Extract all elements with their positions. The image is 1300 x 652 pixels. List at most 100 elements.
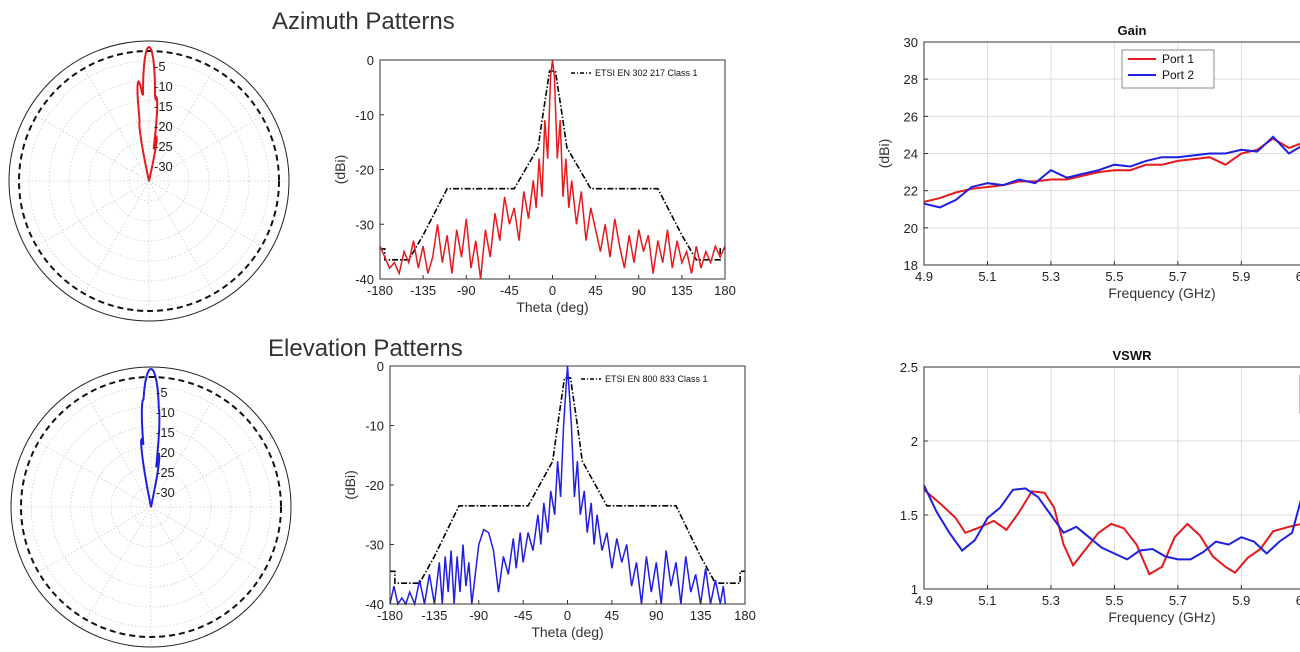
y-tick-label: 24 <box>904 147 918 162</box>
polar-ring-label: -15 <box>156 425 175 440</box>
azimuth-rect-plot: -180 -135 -90 -45 0 45 90 135 180 0 -10 -20 -30 -40 Th… <box>332 53 736 315</box>
polar-spoke <box>150 385 222 508</box>
x-tick-label: 135 <box>690 608 712 623</box>
x-tick-label: 5.3 <box>1042 269 1060 284</box>
polar-pattern-curve <box>140 367 161 508</box>
polar-spoke <box>150 436 273 508</box>
x-tick-label: 0 <box>564 608 571 623</box>
legend-label: Port 2 <box>1162 68 1194 82</box>
polar-ring-label: -10 <box>154 79 173 94</box>
polar-spoke <box>150 506 273 578</box>
x-tick-label: 90 <box>632 283 646 298</box>
plot-area <box>390 366 745 604</box>
x-tick-label: 5.7 <box>1169 593 1187 608</box>
polar-ring-label: -30 <box>156 485 175 500</box>
legend-mask-label: ETSI EN 800 833 Class 1 <box>605 374 708 384</box>
polar-ring-label: -15 <box>154 99 173 114</box>
y-tick-label: -10 <box>355 108 374 123</box>
polar-grid-ring <box>68 100 230 262</box>
azimuth-section-title: Azimuth Patterns <box>272 8 455 35</box>
x-axis-label: Theta (deg) <box>516 299 588 315</box>
x-tick-label: 5.9 <box>1232 269 1250 284</box>
x-tick-label: -45 <box>500 283 519 298</box>
y-tick-label: -30 <box>355 217 374 232</box>
elevation-section-title: Elevation Patterns <box>268 335 463 362</box>
polar-outer-ring <box>10 366 292 648</box>
azimuth-polar-plot: -5 -10 -15 -20 -25 -30 <box>8 40 290 322</box>
y-tick-label: -20 <box>355 163 374 178</box>
y-tick-label: 1 <box>911 582 918 597</box>
polar-ring-label: -10 <box>156 405 175 420</box>
polar-grid-ring <box>50 406 252 608</box>
polar-spoke <box>80 385 152 508</box>
y-tick-label: -40 <box>355 272 374 287</box>
chart-title: Gain <box>1118 23 1147 38</box>
vswr-plot: 4.95.15.35.55.75.96.16.311.522.5Frequenc… <box>900 348 1300 625</box>
x-tick-label: -180 <box>377 608 403 623</box>
polar-spoke <box>150 506 222 629</box>
y-tick-label: -20 <box>365 478 384 493</box>
x-tick-label: 0 <box>549 283 556 298</box>
polar-ring-label: -30 <box>154 159 173 174</box>
x-tick-label: 5.5 <box>1105 269 1123 284</box>
y-tick-label: 2.5 <box>900 360 918 375</box>
x-tick-label: -45 <box>514 608 533 623</box>
x-tick-label: -90 <box>457 283 476 298</box>
x-tick-label: 6.1 <box>1296 593 1300 608</box>
x-tick-label: 135 <box>671 283 693 298</box>
polar-spoke <box>148 59 220 182</box>
y-tick-label: 0 <box>377 359 384 374</box>
polar-spoke <box>80 506 152 629</box>
x-tick-label: 4.9 <box>915 593 933 608</box>
polar-spoke <box>148 180 271 252</box>
elevation-polar-plot: -5 -10 -15 -20 -25 -30 <box>10 366 292 648</box>
x-tick-label: 5.7 <box>1169 269 1187 284</box>
series-line-port-2 <box>923 484 1300 561</box>
polar-ring-label: -25 <box>156 465 175 480</box>
y-tick-label: 1.5 <box>900 508 918 523</box>
plot-frame <box>923 366 1300 590</box>
chart-title: VSWR <box>1113 348 1153 363</box>
elevation-rect-plot: -180 -135 -90 -45 0 45 90 135 180 0 -10 -20 -30 -40 Th… <box>342 359 756 640</box>
y-tick-label: 26 <box>904 109 918 124</box>
polar-ring-label: -20 <box>156 445 175 460</box>
x-tick-label: -90 <box>469 608 488 623</box>
x-tick-label: 180 <box>734 608 756 623</box>
polar-spoke <box>29 436 152 508</box>
y-tick-label: 20 <box>904 221 918 236</box>
x-tick-label: -180 <box>367 283 393 298</box>
polar-ring-label: -25 <box>154 139 173 154</box>
polar-mask-ring <box>18 50 280 312</box>
plot-area <box>380 60 725 279</box>
series-line-port-2 <box>923 135 1300 209</box>
x-axis-label: Frequency (GHz) <box>1108 609 1215 625</box>
x-tick-label: 5.1 <box>978 269 996 284</box>
y-tick-label: 18 <box>904 258 918 273</box>
x-tick-label: 6.1 <box>1296 269 1300 284</box>
y-tick-label: -40 <box>365 597 384 612</box>
polar-ring-label: -5 <box>156 385 168 400</box>
x-tick-label: 5.9 <box>1232 593 1250 608</box>
polar-grid-ring <box>128 160 170 202</box>
y-tick-label: 2 <box>911 434 918 449</box>
y-axis-label: (dBi) <box>342 470 358 500</box>
polar-spoke <box>78 59 150 182</box>
x-tick-label: -135 <box>421 608 447 623</box>
polar-grid-ring <box>130 486 172 528</box>
x-tick-label: 180 <box>714 283 736 298</box>
polar-outer-ring <box>8 40 290 322</box>
polar-spoke <box>27 180 150 252</box>
y-tick-label: 28 <box>904 72 918 87</box>
pattern-line <box>389 365 727 607</box>
polar-grid-ring <box>70 426 232 588</box>
legend-label: Port 1 <box>1162 52 1194 66</box>
legend-box <box>1121 49 1215 89</box>
x-axis-label: Theta (deg) <box>531 624 603 640</box>
x-tick-label: -135 <box>410 283 436 298</box>
polar-grid-ring <box>48 80 250 282</box>
x-tick-label: 90 <box>649 608 663 623</box>
polar-pattern-curve <box>136 45 159 182</box>
polar-ring-label: -5 <box>154 59 166 74</box>
polar-spoke <box>27 110 150 182</box>
x-tick-label: 5.5 <box>1105 593 1123 608</box>
